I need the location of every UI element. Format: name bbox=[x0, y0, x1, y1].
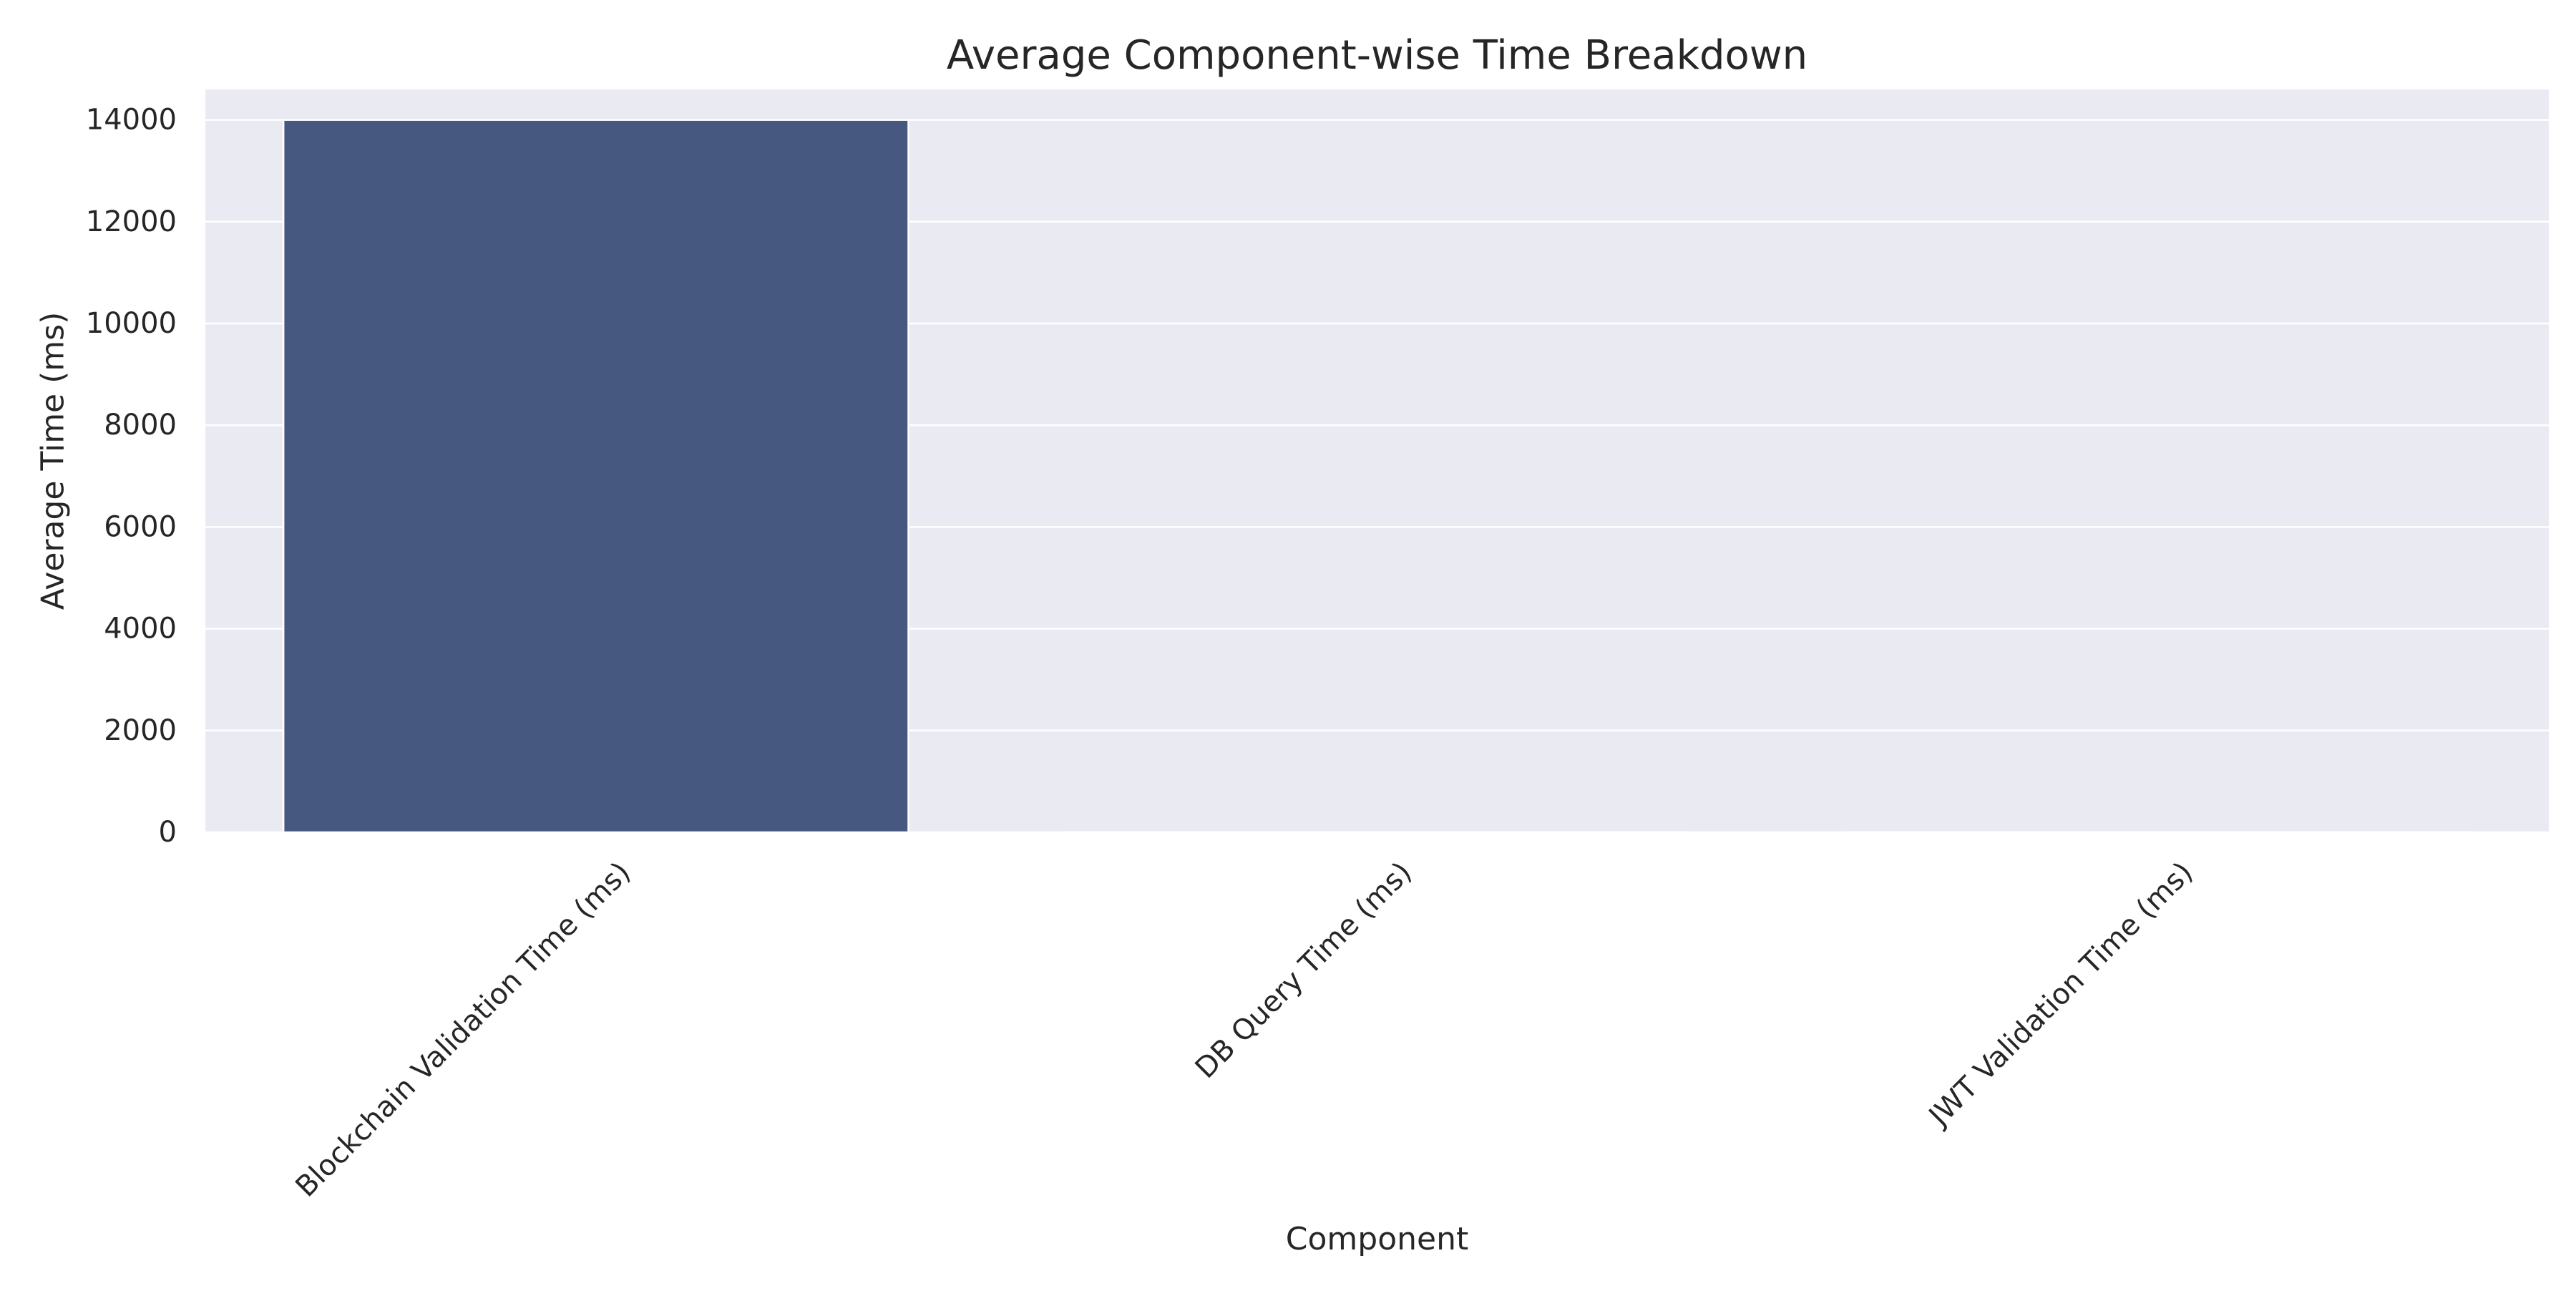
y-axis-ticks: 0 2000 4000 6000 8000 10000 12000 14000 bbox=[86, 104, 177, 849]
y-tick-label: 2000 bbox=[104, 714, 177, 747]
y-tick-label: 14000 bbox=[86, 104, 177, 137]
bar bbox=[283, 120, 908, 832]
y-tick-label: 4000 bbox=[104, 613, 177, 646]
x-tick-label: JWT Validation Time (ms) bbox=[1921, 856, 2199, 1134]
x-axis-label: Component bbox=[1286, 1221, 1468, 1257]
y-tick-label: 12000 bbox=[86, 205, 177, 238]
y-tick-label: 6000 bbox=[104, 510, 177, 543]
x-axis-ticks: Blockchain Validation Time (ms) DB Query … bbox=[289, 856, 2199, 1204]
x-tick-label: Blockchain Validation Time (ms) bbox=[289, 856, 637, 1204]
chart-title: Average Component-wise Time Breakdown bbox=[947, 32, 1807, 79]
y-tick-label: 0 bbox=[159, 816, 177, 849]
y-tick-label: 10000 bbox=[86, 307, 177, 340]
x-tick-label: DB Query Time (ms) bbox=[1189, 856, 1418, 1085]
y-axis-label: Average Time (ms) bbox=[35, 312, 72, 610]
y-tick-label: 8000 bbox=[104, 409, 177, 442]
